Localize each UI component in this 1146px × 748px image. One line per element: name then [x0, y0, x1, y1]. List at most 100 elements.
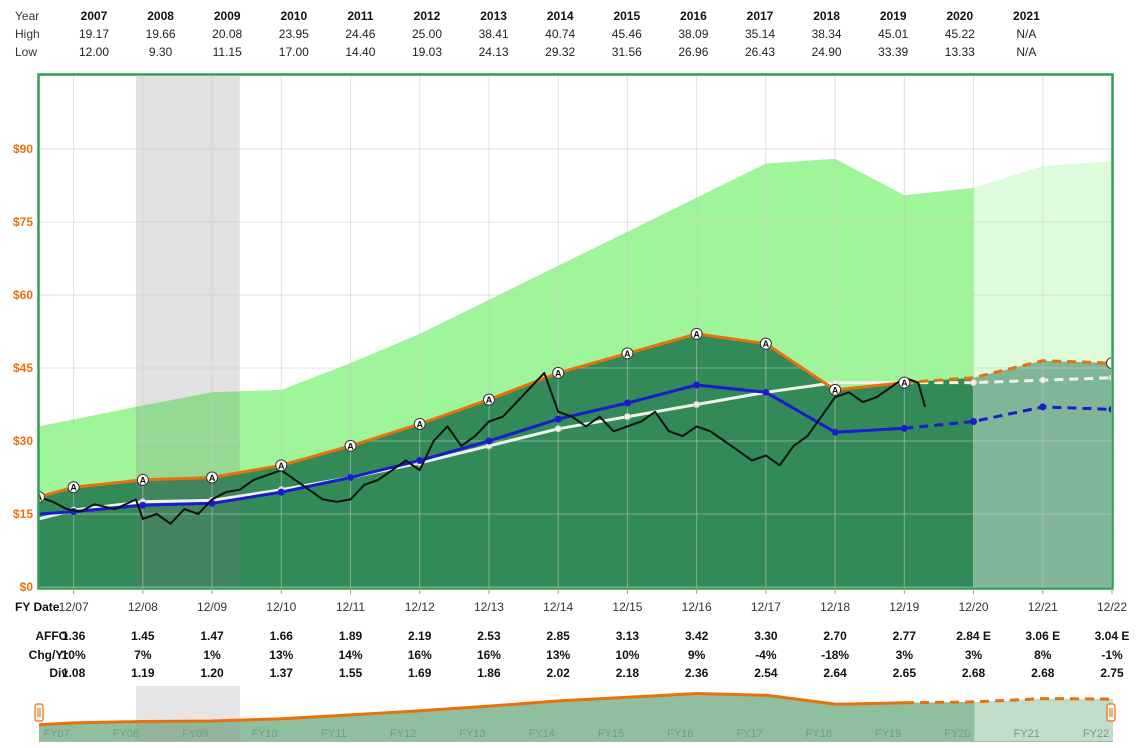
- x-tick-label: 12/10: [266, 600, 296, 614]
- affo-value: 2.84 E: [956, 629, 991, 643]
- actual-marker: A: [413, 417, 426, 430]
- navigator-label: FY09: [182, 728, 208, 740]
- actual-marker-circle: [690, 327, 703, 340]
- header-year: 2020: [946, 9, 973, 23]
- y-tick-label: $15: [13, 507, 33, 521]
- dividend-point: [762, 388, 770, 396]
- dividend-point: [623, 399, 631, 407]
- dividend-point: [1039, 403, 1047, 411]
- navigator-label: FY12: [390, 728, 416, 740]
- header-year: 2007: [81, 9, 108, 23]
- div-value: 1.08: [62, 666, 86, 680]
- x-tick-label: 12/20: [959, 600, 989, 614]
- actual-marker-circle: [413, 417, 426, 430]
- header-high: 45.01: [878, 27, 908, 41]
- actual-marker-circle: [344, 439, 357, 452]
- div-value: 2.75: [1100, 666, 1124, 680]
- header-year: 2011: [347, 9, 373, 23]
- header-low: 17.00: [279, 45, 309, 59]
- affo-value: 2.70: [823, 629, 847, 643]
- header-year: 2013: [480, 9, 507, 23]
- header-year: 2016: [680, 9, 707, 23]
- affo-row-label: AFFO: [35, 629, 68, 643]
- header-low: 19.03: [412, 45, 442, 59]
- chg-value: 16%: [477, 648, 501, 662]
- header-year: 2008: [147, 9, 174, 23]
- actual-marker: A: [275, 459, 288, 472]
- chg-value: 8%: [1034, 648, 1052, 662]
- header-high: 38.41: [479, 27, 509, 41]
- affo-value: 1.45: [131, 629, 155, 643]
- high-row-label: High: [15, 27, 40, 41]
- div-value: 2.36: [685, 666, 709, 680]
- actual-marker-label: A: [416, 419, 423, 429]
- affo-value: 1.66: [270, 629, 294, 643]
- header-year: 2018: [813, 9, 840, 23]
- plot-frame: [37, 73, 1114, 590]
- chg-value: 16%: [408, 648, 432, 662]
- dividend-line-estimate: [904, 405, 1111, 430]
- header-high: 23.95: [279, 27, 309, 41]
- chg-row-label: Chg/Yr: [29, 648, 69, 662]
- actual-marker-circle: [136, 473, 149, 486]
- div-value: 2.18: [616, 666, 640, 680]
- div-value: 2.65: [893, 666, 917, 680]
- normal-pe-line-estimate: [904, 376, 1111, 385]
- end-marker: [1106, 357, 1111, 370]
- header-low: 13.33: [945, 45, 975, 59]
- header-low: 26.43: [745, 45, 775, 59]
- year-high-low-table: Year High Low 2007 19.17 12.00 2008 19.66 9.3…: [15, 9, 1040, 59]
- actual-marker-label: A: [763, 339, 770, 349]
- affo-value: 2.19: [408, 629, 432, 643]
- header-high: 25.00: [412, 27, 442, 41]
- x-tick-label: 12/17: [751, 600, 781, 614]
- actual-marker-label: A: [209, 473, 216, 483]
- header-year: 2019: [880, 9, 907, 23]
- navigator-label: FY08: [113, 728, 139, 740]
- actual-marker: A: [552, 366, 565, 379]
- actual-marker-label: A: [555, 368, 562, 378]
- actual-marker-circle: [552, 366, 565, 379]
- y-axis-ticks: $0 $15 $30 $45 $60 $75 $90: [13, 142, 33, 594]
- div-value: 2.64: [823, 666, 847, 680]
- header-high: 45.46: [612, 27, 642, 41]
- header-low: 31.56: [612, 45, 642, 59]
- x-tick-label: 12/13: [474, 600, 504, 614]
- div-value: 2.68: [1031, 666, 1055, 680]
- header-year: 2017: [747, 9, 774, 23]
- chg-value: 1%: [203, 648, 221, 662]
- x-tick-label: 12/12: [405, 600, 435, 614]
- navigator-right-handle[interactable]: [1106, 703, 1116, 722]
- x-tick-label: 12/07: [59, 600, 89, 614]
- dividend-point: [831, 428, 839, 436]
- actual-marker: A: [136, 473, 149, 486]
- header-low: 24.13: [479, 45, 509, 59]
- dividend-point: [277, 488, 285, 496]
- range-navigator[interactable]: FY07 FY08 FY09 FY10 FY11 FY12 FY13 FY14 FY15 FY16…: [34, 686, 1116, 742]
- navigator-label: FY14: [529, 728, 555, 740]
- navigator-left-handle[interactable]: [34, 703, 44, 722]
- header-low: 12.00: [79, 45, 109, 59]
- normal-pe-point: [554, 425, 562, 433]
- header-low: 14.40: [345, 45, 375, 59]
- header-low: N/A: [1016, 45, 1036, 59]
- chg-value: 3%: [965, 648, 983, 662]
- y-tick-label: $60: [13, 288, 33, 302]
- dividend-point: [693, 381, 701, 389]
- chg-value: 13%: [269, 648, 293, 662]
- chg-value: 3%: [896, 648, 914, 662]
- actual-marker: A: [690, 327, 703, 340]
- actual-marker-circle: [482, 393, 495, 406]
- actual-marker-circle: [898, 376, 911, 389]
- affo-value: 1.89: [339, 629, 363, 643]
- actual-marker: A: [482, 393, 495, 406]
- div-value: 2.02: [547, 666, 571, 680]
- navigator-label: FY07: [43, 728, 69, 740]
- header-year: 2015: [613, 9, 640, 23]
- dividend-point: [416, 456, 424, 464]
- affo-line-estimate: [904, 359, 1111, 385]
- normal-pe-point: [623, 413, 631, 421]
- plot-area[interactable]: A A A A A A A A A A A A A A: [34, 76, 1118, 588]
- header-low: 26.96: [678, 45, 708, 59]
